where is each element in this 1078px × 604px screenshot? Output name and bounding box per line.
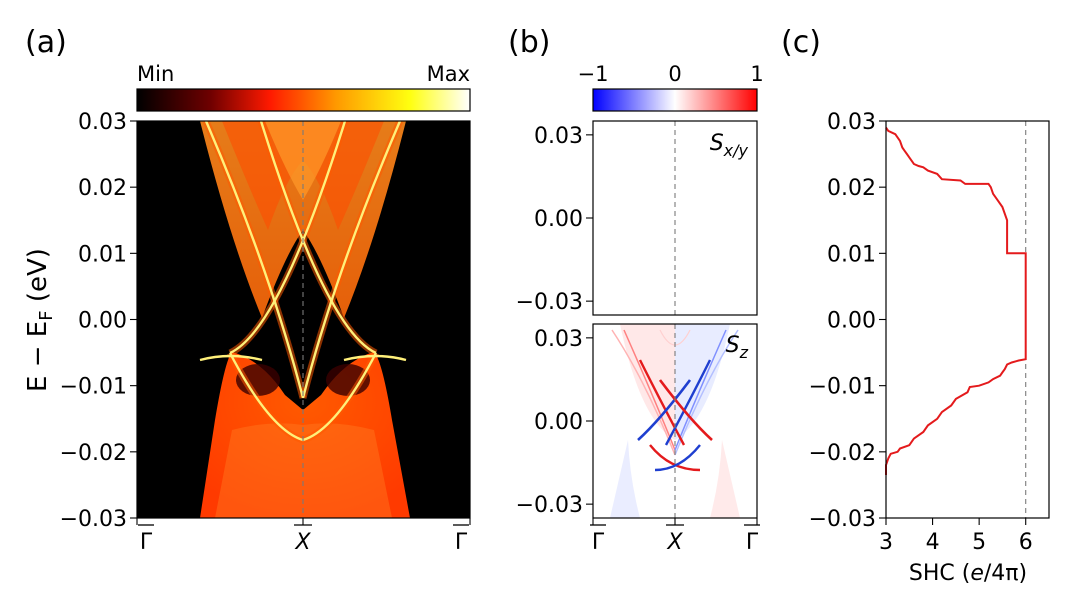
panel-b-top-ytick-label: −0.03 [516, 290, 583, 315]
panel-c-xlabel: SHC (e/4π) [909, 561, 1027, 586]
panel-c-letter: (c) [781, 25, 821, 60]
panel-a-ytick-label: 0.01 [78, 242, 127, 267]
panel-c-xticks: 3 4 5 6 [879, 518, 1033, 555]
panel-c-xtick-label: 4 [926, 530, 940, 555]
panel-a-ytick-label: −0.01 [60, 375, 127, 400]
panel-b-top-ytick-label: 0.03 [534, 124, 583, 149]
panel-c-plot: 0.03 0.02 0.01 0.00 −0.01 −0.02 −0.03 3 4 5 6 SHC… [809, 110, 1050, 586]
panel-c-ytick-label: 0.02 [827, 176, 876, 201]
panel-b-bottom-ytick-label: −0.03 [516, 493, 583, 518]
panel-a-yticks: 0.03 0.02 0.01 0.00 −0.01 −0.02 −0.03 [60, 110, 137, 532]
sxy-label: Sx/y [710, 131, 749, 160]
panel-c-xtick-label: 5 [972, 530, 986, 555]
panel-c-ytick-label: 0.03 [827, 110, 876, 135]
colorbar-a-min-label: Min [137, 62, 174, 86]
tick-gamma-right-b: Γ [746, 530, 759, 555]
panel-b-top-ytick-label: 0.00 [534, 207, 583, 232]
colorbar-b-tick-zero: 0 [668, 62, 681, 86]
colorbar-a-max-label: Max [427, 62, 470, 86]
colorbar-b-tick-min: −1 [578, 62, 609, 86]
colorbar-b: −1 0 1 [578, 62, 764, 112]
panel-c-xtick-label: 6 [1019, 530, 1033, 555]
panel-c-yticks: 0.03 0.02 0.01 0.00 −0.01 −0.02 −0.03 [809, 110, 886, 532]
panel-a-letter: (a) [25, 25, 67, 60]
y-axis-label: E − EF (eV) [23, 248, 57, 392]
panel-a-ytick-label: 0.03 [78, 110, 127, 135]
tick-x-a: X [294, 530, 311, 555]
colorbar-a: Min Max [136, 62, 471, 112]
panel-a-ytick-label: 0.02 [78, 176, 127, 201]
panel-b-bottom-ytick-label: 0.03 [534, 327, 583, 352]
tick-gamma-left-b: Γ [592, 530, 605, 555]
sz-label: Sz [726, 333, 749, 362]
panel-c-ytick-label: 0.01 [827, 242, 876, 267]
panel-a-xticks: Γ X Γ [136, 518, 471, 555]
panel-c-xtick-label: 3 [879, 530, 893, 555]
panel-b-top-plot: Sx/y 0.03 0.00 −0.03 [516, 120, 758, 316]
sz-bands [611, 329, 739, 472]
tick-gamma-left-a: Γ [140, 530, 153, 555]
colorbar-b-tick-max: 1 [750, 62, 763, 86]
tick-gamma-right-a: Γ [455, 530, 468, 555]
panel-c-ytick-label: 0.00 [827, 309, 876, 334]
panel-b-top-yticks: 0.03 0.00 −0.03 [516, 124, 593, 315]
shc-series-line [885, 127, 1027, 475]
panel-a-ytick-label: −0.02 [60, 441, 127, 466]
surface-bands [199, 121, 407, 444]
panel-b-bottom-ytick-label: 0.00 [534, 410, 583, 435]
panel-a-plot: 0.03 0.02 0.01 0.00 −0.01 −0.02 −0.03 Γ X Γ [60, 110, 471, 555]
tick-x-b: X [666, 530, 683, 555]
panel-b-letter: (b) [508, 25, 550, 60]
panel-c-ytick-label: −0.02 [809, 441, 876, 466]
panel-b-bottom-plot: Sz 0.03 0.00 −0.03 Γ X Γ [516, 323, 760, 555]
panel-a-ytick-label: −0.03 [60, 507, 127, 532]
panel-b-xticks: Γ X Γ [590, 518, 760, 555]
panel-a-ytick-label: 0.00 [78, 309, 127, 334]
panel-c-ytick-label: −0.03 [809, 507, 876, 532]
panel-b-bottom-yticks: 0.03 0.00 −0.03 [516, 327, 593, 518]
panel-c-ytick-label: −0.01 [809, 375, 876, 400]
